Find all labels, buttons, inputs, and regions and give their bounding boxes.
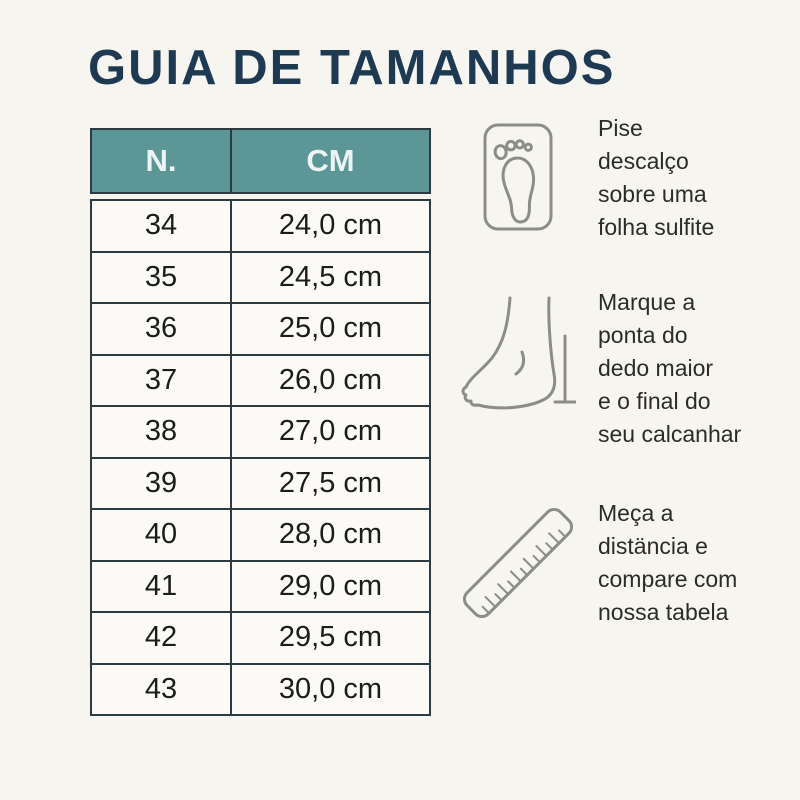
size-row: 40 28,0 cm — [90, 508, 431, 562]
size-value-cell: 42 — [90, 611, 232, 665]
size-value-cell: 41 — [90, 559, 232, 613]
page-title: GUIA DE TAMANHOS — [88, 41, 616, 95]
size-row: 37 26,0 cm — [90, 353, 431, 407]
size-row: 39 27,5 cm — [90, 456, 431, 510]
size-table-header: N. CM — [90, 128, 431, 194]
size-value-cell: 39 — [90, 456, 232, 510]
cm-value-cell: 24,0 cm — [230, 199, 431, 253]
size-value-cell: 37 — [90, 353, 232, 407]
instructions-panel: Pise descalço sobre uma folha sulfite Ma… — [452, 112, 782, 629]
cm-value-cell: 29,0 cm — [230, 559, 431, 613]
instruction-step-2: Marque a ponta do dedo maior e o final d… — [452, 286, 782, 451]
size-row: 43 30,0 cm — [90, 662, 431, 716]
size-row: 38 27,0 cm — [90, 405, 431, 459]
size-row: 41 29,0 cm — [90, 559, 431, 613]
footprint-on-paper-icon — [452, 112, 584, 232]
cm-value-cell: 24,5 cm — [230, 250, 431, 304]
size-table-body: 34 24,0 cm 35 24,5 cm 36 25,0 cm 37 26,0… — [90, 199, 431, 716]
size-table: N. CM 34 24,0 cm 35 24,5 cm 36 25,0 cm 3… — [90, 128, 431, 716]
size-value-cell: 43 — [90, 662, 232, 716]
ruler-icon — [452, 497, 584, 623]
cm-value-cell: 30,0 cm — [230, 662, 431, 716]
size-row: 35 24,5 cm — [90, 250, 431, 304]
size-row: 42 29,5 cm — [90, 611, 431, 665]
instruction-text: Pise descalço sobre uma folha sulfite — [598, 115, 715, 240]
cm-value-cell: 25,0 cm — [230, 302, 431, 356]
instruction-text: Marque a ponta do dedo maior e o final d… — [598, 289, 742, 447]
header-cell-cm: CM — [306, 143, 355, 178]
instruction-step-1: Pise descalço sobre uma folha sulfite — [452, 112, 782, 244]
size-value-cell: 34 — [90, 199, 232, 253]
header-cell-n: N. — [92, 130, 232, 192]
cm-value-cell: 27,5 cm — [230, 456, 431, 510]
size-value-cell: 36 — [90, 302, 232, 356]
size-row: 36 25,0 cm — [90, 302, 431, 356]
cm-value-cell: 28,0 cm — [230, 508, 431, 562]
instruction-text: Meça a distäncia e compare com nossa tab… — [598, 500, 738, 625]
cm-value-cell: 29,5 cm — [230, 611, 431, 665]
cm-value-cell: 26,0 cm — [230, 353, 431, 407]
foot-side-measure-icon — [452, 286, 584, 416]
cm-value-cell: 27,0 cm — [230, 405, 431, 459]
size-value-cell: 40 — [90, 508, 232, 562]
instruction-step-3: Meça a distäncia e compare com nossa tab… — [452, 497, 782, 629]
size-value-cell: 35 — [90, 250, 232, 304]
size-row: 34 24,0 cm — [90, 199, 431, 253]
size-value-cell: 38 — [90, 405, 232, 459]
